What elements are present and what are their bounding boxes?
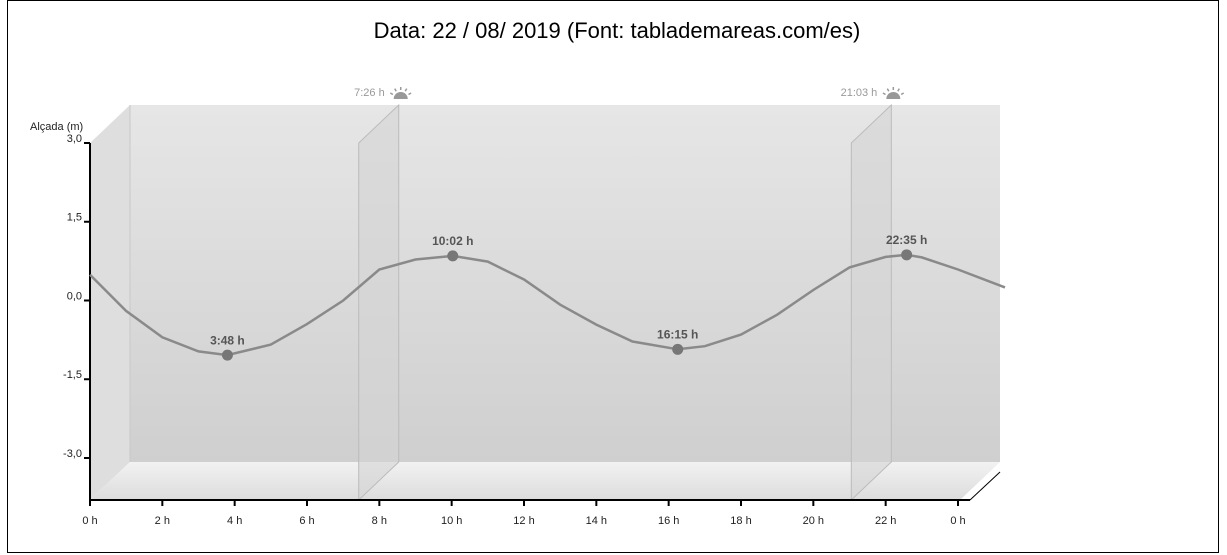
tide-line [89, 253, 1006, 357]
sun-ray [900, 92, 905, 96]
x-tick-label: 0 h [950, 515, 965, 527]
x-tick-label: 20 h [803, 515, 824, 527]
sun-ray [394, 88, 397, 92]
x-tick-label: 6 h [299, 515, 314, 527]
sun-body [886, 92, 901, 99]
sun-ray [886, 88, 890, 92]
chart-title: Data: 22 / 08/ 2019 (Font: tablademareas… [374, 18, 861, 43]
extreme-label: 10:02 h [432, 234, 473, 248]
x-tick-label: 12 h [513, 515, 534, 527]
y-tick-label: -3,0 [63, 448, 82, 460]
sun-icon [389, 87, 412, 99]
sun-ray [404, 88, 408, 92]
x-tick-label: 14 h [586, 515, 607, 527]
sun-ray [897, 88, 900, 92]
x-tick-label: 2 h [155, 515, 170, 527]
extreme-label: 16:15 h [657, 327, 698, 341]
x-axis-depth [969, 471, 1001, 501]
extreme-label: 3:48 h [210, 333, 245, 347]
x-tick-label: 18 h [730, 515, 751, 527]
x-tick-label: 0 h [82, 515, 97, 527]
side-wall [90, 105, 130, 500]
sun-ray [882, 92, 886, 96]
sun-body [393, 92, 408, 99]
y-tick-label: -1,5 [63, 369, 82, 381]
daylight-plane [850, 103, 892, 502]
annotation-label: 7:26 h [354, 87, 385, 99]
extreme-point [447, 250, 459, 262]
y-axis-label: Alçada (m) [30, 121, 83, 133]
annotation-label: 21:03 h [841, 87, 878, 99]
extreme-point [672, 343, 684, 355]
x-tick-label: 8 h [372, 515, 387, 527]
extreme-label: 22:35 h [886, 233, 927, 247]
extreme-point [221, 349, 233, 361]
x-tick-label: 10 h [441, 515, 462, 527]
floor [90, 462, 1000, 500]
sun-ray [408, 92, 412, 96]
daylight-plane [358, 103, 400, 502]
x-tick-label: 16 h [658, 515, 679, 527]
sun-ray [389, 92, 394, 96]
sun-icon [882, 87, 905, 99]
x-tick-label: 4 h [227, 515, 242, 527]
y-tick-label: 1,5 [67, 212, 82, 224]
y-tick-label: 3,0 [67, 133, 82, 145]
extreme-point [901, 249, 913, 261]
x-tick-label: 22 h [875, 515, 896, 527]
y-tick-label: 0,0 [67, 290, 82, 302]
